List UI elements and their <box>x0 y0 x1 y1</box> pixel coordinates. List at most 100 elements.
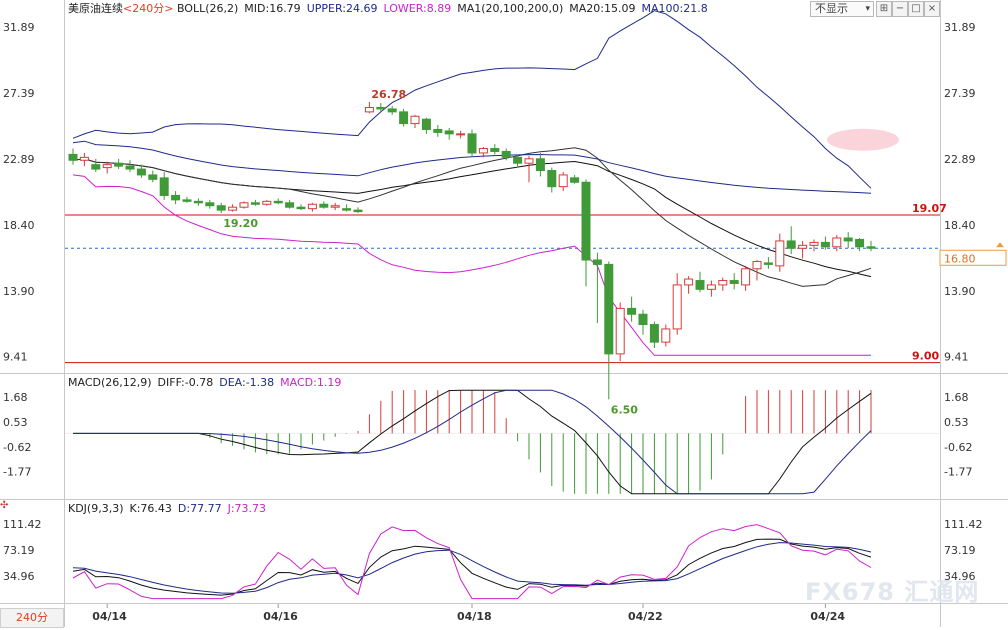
candle-body <box>661 328 671 343</box>
display-toggle-select[interactable]: 不显示 ▾ <box>810 1 874 17</box>
kdj-readouts: KDJ(9,3,3) K:76.43 D:77.77 J:73.73 <box>68 502 272 515</box>
macd-readout-1: DIFF:-0.78 <box>157 376 214 389</box>
kdj-tick-right: 73.19 <box>944 544 976 557</box>
chevron-down-icon: ▾ <box>865 4 870 14</box>
candle-body <box>399 111 409 125</box>
candle-body <box>444 130 454 135</box>
candle-body <box>193 200 203 204</box>
macd-dea-line <box>73 389 872 495</box>
kdj-readout-2: D:77.77 <box>177 502 222 515</box>
maximize-icon[interactable]: □ <box>908 1 924 17</box>
display-toggle-label: 不显示 <box>815 2 848 15</box>
settings-icon[interactable]: ⊞ <box>876 1 892 17</box>
candle-body <box>592 259 602 265</box>
macd-header: MACD(26,12,9) DIFF:-0.78 DEA:-1.38 MACD:1.1… <box>68 376 347 390</box>
candle-body <box>558 174 568 188</box>
candle-body <box>114 162 124 167</box>
price-tick-right: 22.89 <box>944 153 976 166</box>
last-price-arrow-icon <box>996 242 1004 248</box>
level-label: 9.00 <box>912 350 939 363</box>
candle-body <box>547 170 557 188</box>
candle-body <box>615 307 625 355</box>
date-tick: 04/22 <box>628 610 663 623</box>
candle-body <box>205 202 215 207</box>
boll-lower-line <box>72 174 871 356</box>
candle-body <box>296 206 306 210</box>
candle-body <box>330 205 340 208</box>
candle-body <box>490 148 500 152</box>
candle-body <box>433 128 443 133</box>
kdj-readout-3: J:73.73 <box>227 502 267 515</box>
kdj-readout-1: K:76.43 <box>129 502 172 515</box>
candle-body <box>501 150 511 158</box>
candle-body <box>855 238 865 248</box>
price-readout-6: MA100:21.8 <box>641 2 708 15</box>
candle-body <box>684 278 694 286</box>
candle-body <box>809 241 819 246</box>
boll-readouts: BOLL(26,2) MID:16.79 UPPER:24.69 LOWER:8.89… <box>177 2 714 15</box>
price-readout-0: BOLL(26,2) <box>176 2 239 15</box>
crosshair-icon[interactable]: ✣ <box>0 500 9 511</box>
price-tick-left: 9.41 <box>3 351 28 364</box>
candle-body <box>706 284 716 290</box>
kdj-j-line <box>72 524 872 600</box>
close-icon[interactable]: × <box>924 1 940 17</box>
price-tick-left: 18.40 <box>3 219 35 232</box>
candle-body <box>524 158 534 164</box>
candle-body <box>638 313 648 326</box>
price-readout-3: LOWER:8.89 <box>383 2 452 15</box>
price-readout-1: MID:16.79 <box>244 2 301 15</box>
macd-tick-right: -1.77 <box>944 466 972 479</box>
period-badge[interactable]: 240分 <box>0 608 64 628</box>
macd-readout-0: MACD(26,12,9) <box>68 376 152 389</box>
price-tick-right: 9.41 <box>944 351 969 364</box>
candle-body <box>342 208 352 211</box>
candle-body <box>752 260 762 270</box>
price-annotation: 6.50 <box>611 403 638 416</box>
macd-readout-3: MACD:1.19 <box>280 376 342 389</box>
candle-body <box>786 240 796 249</box>
price-header: 美原油连续<240分> BOLL(26,2) MID:16.79 UPPER:24.… <box>68 2 714 16</box>
price-tick-left: 22.89 <box>3 153 35 166</box>
kdj-d-line <box>72 542 872 594</box>
candle-body <box>159 177 169 196</box>
period-label[interactable]: <240分> <box>123 2 174 15</box>
candle-body <box>376 106 386 110</box>
price-tick-left: 31.89 <box>3 21 35 34</box>
candle-body <box>513 156 523 164</box>
candle-body <box>798 244 808 249</box>
kdj-k-line <box>72 538 872 596</box>
candle-body <box>68 153 78 161</box>
price-tick-right: 18.40 <box>944 219 976 232</box>
candle-body <box>729 280 739 284</box>
candle-body <box>228 206 238 211</box>
macd-tick-left: 0.53 <box>3 416 28 429</box>
candle-body <box>775 240 785 267</box>
price-annotation: 19.20 <box>223 217 258 230</box>
price-annotation: 26.78 <box>371 88 406 101</box>
candle-body <box>763 262 773 265</box>
candle-body <box>216 205 226 211</box>
price-tick-right: 27.39 <box>944 87 976 100</box>
kdj-tick-left: 73.19 <box>3 544 35 557</box>
level-label: 19.07 <box>912 202 947 215</box>
candle-body <box>353 209 363 213</box>
candle-body <box>570 177 580 183</box>
macd-tick-left: -1.77 <box>3 466 31 479</box>
candle-body <box>627 307 637 315</box>
candle-body <box>649 324 659 343</box>
candle-body <box>456 133 466 136</box>
date-tick: 04/14 <box>92 610 127 623</box>
candle-body <box>364 106 374 113</box>
candle-body <box>91 164 101 170</box>
candle-body <box>478 148 488 154</box>
candle-body <box>319 203 329 208</box>
date-tick: 04/16 <box>263 610 298 623</box>
candle-body <box>182 199 192 202</box>
candle-body <box>581 181 591 261</box>
date-tick: 04/18 <box>457 610 492 623</box>
candle-body <box>421 118 431 130</box>
candle-body <box>604 263 614 355</box>
minimize-icon[interactable]: − <box>892 1 908 17</box>
